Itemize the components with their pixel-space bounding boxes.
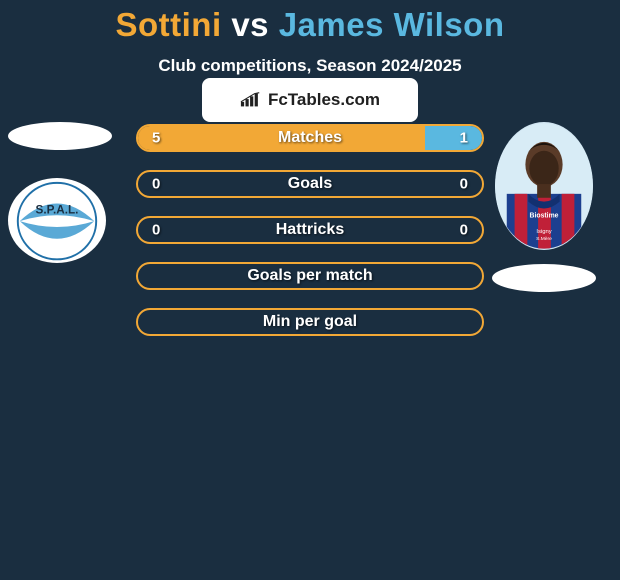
stat-row-matches: 51Matches xyxy=(136,124,484,152)
bar-label: Matches xyxy=(138,129,482,147)
player2-photo: Biostime Isigny S.Mère xyxy=(495,122,593,250)
comparison-card: Sottini vs James Wilson Club competition… xyxy=(0,0,620,438)
player2-name: James Wilson xyxy=(279,6,505,43)
barchart-icon xyxy=(240,92,262,108)
badge-text: S.P.A.L. xyxy=(36,203,79,216)
subtitle: Club competitions, Season 2024/2025 xyxy=(0,56,620,76)
stat-row-goals: 00Goals xyxy=(136,170,484,198)
stat-row-goals-per-match: Goals per match xyxy=(136,262,484,290)
left-player-column: S.P.A.L. xyxy=(8,122,108,263)
player1-club-badge: S.P.A.L. xyxy=(8,178,106,263)
player1-silhouette-ellipse xyxy=(8,122,112,150)
player1-name: Sottini xyxy=(115,6,221,43)
stat-row-min-per-goal: Min per goal xyxy=(136,308,484,336)
page-title: Sottini vs James Wilson xyxy=(0,0,620,44)
attribution-box: FcTables.com xyxy=(202,78,418,122)
right-player-column: Biostime Isigny S.Mère xyxy=(494,122,594,292)
svg-text:S.Mère: S.Mère xyxy=(536,236,552,242)
player2-club-ellipse xyxy=(492,264,596,292)
vs-text: vs xyxy=(231,6,269,43)
bar-label: Hattricks xyxy=(138,221,482,239)
svg-text:Biostime: Biostime xyxy=(530,212,559,219)
bar-label: Goals xyxy=(138,175,482,193)
attribution-label: FcTables.com xyxy=(268,90,380,110)
bar-label: Goals per match xyxy=(138,267,482,285)
bar-label: Min per goal xyxy=(138,313,482,331)
stat-bars: 51Matches 00Goals 00Hattricks Goals per mat… xyxy=(136,124,484,354)
stat-row-hattricks: 00Hattricks xyxy=(136,216,484,244)
svg-text:Isigny: Isigny xyxy=(536,229,551,235)
attribution-text: FcTables.com xyxy=(240,90,380,110)
